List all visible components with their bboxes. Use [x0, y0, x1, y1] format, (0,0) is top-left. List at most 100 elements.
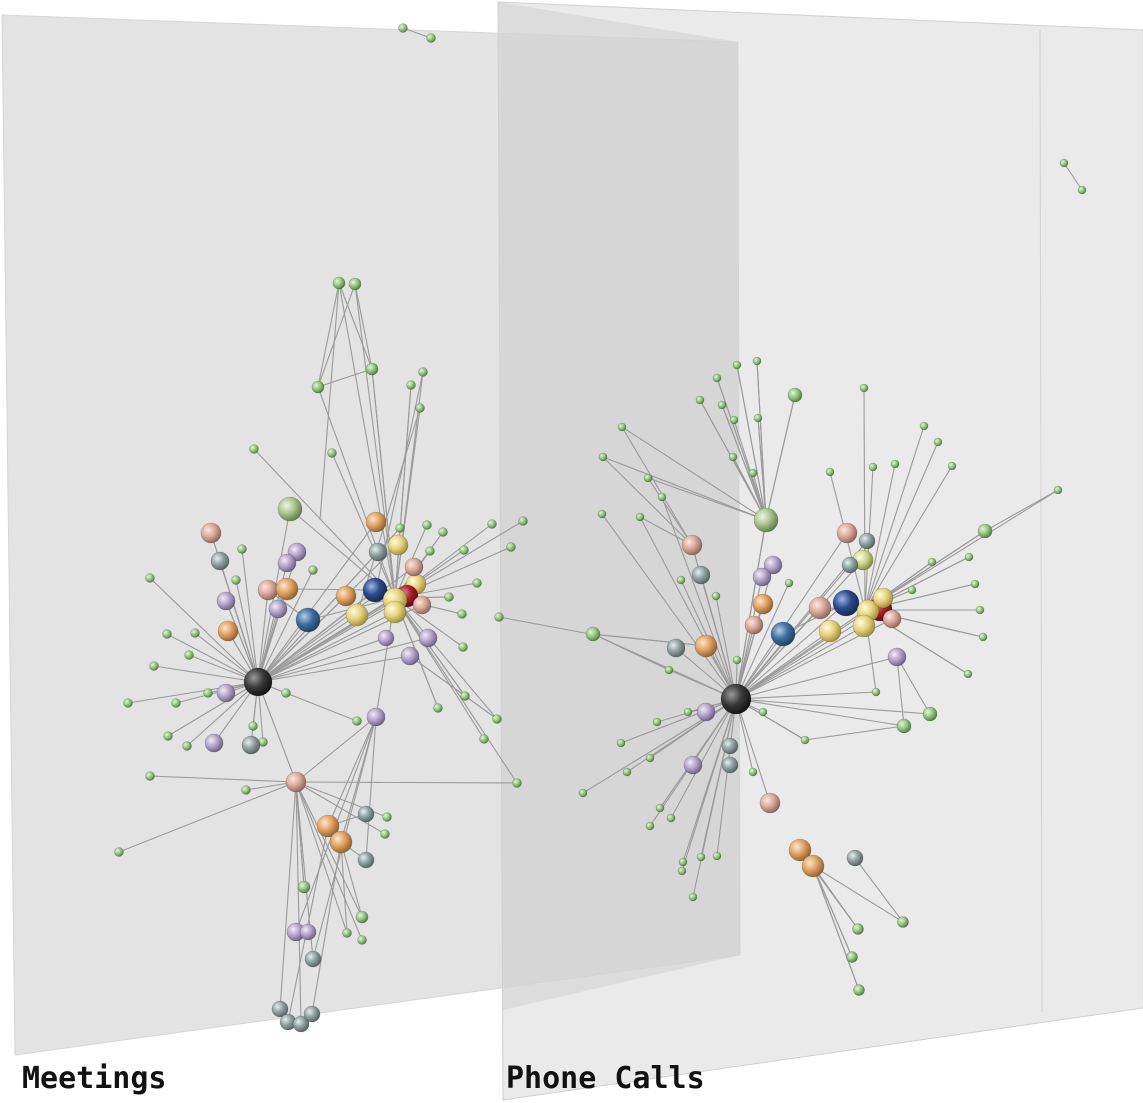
edge [257, 611, 396, 683]
network-node [387, 534, 409, 556]
edge [317, 368, 373, 388]
edge [327, 716, 377, 827]
edge [896, 656, 931, 715]
network-node [616, 738, 626, 748]
edge [356, 407, 421, 616]
network-node [406, 380, 416, 390]
edge [127, 681, 259, 704]
network-node [292, 1015, 310, 1033]
network-node [418, 367, 428, 377]
edge [736, 364, 767, 521]
edge [295, 781, 302, 1025]
edge [257, 614, 358, 683]
network-node [808, 596, 832, 620]
network-node [964, 552, 974, 562]
network-node [963, 669, 973, 679]
edge [735, 656, 898, 700]
network-node [231, 575, 241, 585]
network-node [970, 579, 980, 589]
network-node [622, 767, 632, 777]
network-node [882, 609, 902, 629]
network-node [145, 573, 155, 583]
edge [295, 781, 518, 784]
edge [319, 282, 340, 521]
network-node [919, 421, 929, 431]
network-node [784, 578, 794, 588]
network-node [1059, 158, 1069, 168]
edge [757, 417, 767, 521]
network-node [977, 523, 993, 539]
network-node [652, 717, 662, 727]
network-node [518, 516, 528, 526]
network-node [635, 512, 645, 522]
network-node [872, 587, 894, 609]
network-node [382, 812, 392, 822]
edge [340, 841, 363, 918]
network-node [598, 452, 608, 462]
edge [149, 577, 259, 683]
network-node [846, 951, 858, 963]
network-node [858, 532, 876, 550]
network-node [907, 585, 917, 595]
network-node [818, 619, 842, 643]
network-node [479, 734, 489, 744]
network-node [717, 400, 727, 410]
network-node [887, 647, 907, 667]
network-node [171, 698, 181, 708]
network-node [248, 721, 258, 731]
edge [735, 625, 865, 700]
edge [295, 716, 377, 783]
edge [340, 841, 348, 934]
network-node [271, 1000, 289, 1018]
edge [647, 477, 767, 521]
network-node [460, 691, 470, 701]
edge [864, 465, 953, 611]
edge [620, 698, 737, 744]
network-node [800, 735, 810, 745]
edge [186, 681, 259, 747]
network-node [383, 600, 407, 624]
network-node [422, 520, 432, 530]
network-node [927, 557, 937, 567]
network-node [299, 923, 317, 941]
edge [864, 463, 896, 611]
edge [812, 865, 853, 958]
edge [896, 656, 905, 727]
network-node [444, 592, 454, 602]
network-node [666, 638, 686, 658]
network-node [688, 892, 698, 902]
network-node [696, 852, 706, 862]
edge [257, 589, 269, 683]
network-node [332, 276, 346, 290]
edge [498, 616, 591, 635]
network-node [846, 849, 864, 867]
network-node [190, 628, 200, 638]
network-node [257, 579, 279, 601]
network-node [308, 565, 318, 575]
network-node [380, 829, 390, 839]
edge [338, 282, 373, 370]
edge [812, 865, 904, 923]
edge [804, 725, 905, 741]
network-node [200, 522, 222, 544]
edge [716, 698, 737, 857]
network-node [770, 621, 796, 647]
edge [700, 698, 737, 858]
network-node [415, 403, 425, 413]
edge [626, 698, 737, 773]
network-node [853, 984, 865, 996]
edge [166, 633, 259, 683]
network-node [666, 813, 676, 823]
edge [235, 579, 259, 683]
network-node [216, 591, 236, 611]
edge [394, 407, 421, 599]
edge [394, 597, 466, 697]
network-node [871, 687, 881, 697]
edge [1063, 162, 1083, 191]
network-node [182, 741, 192, 751]
edge [621, 426, 693, 546]
network-node [327, 448, 337, 458]
edge [681, 698, 737, 872]
edge [354, 283, 373, 370]
